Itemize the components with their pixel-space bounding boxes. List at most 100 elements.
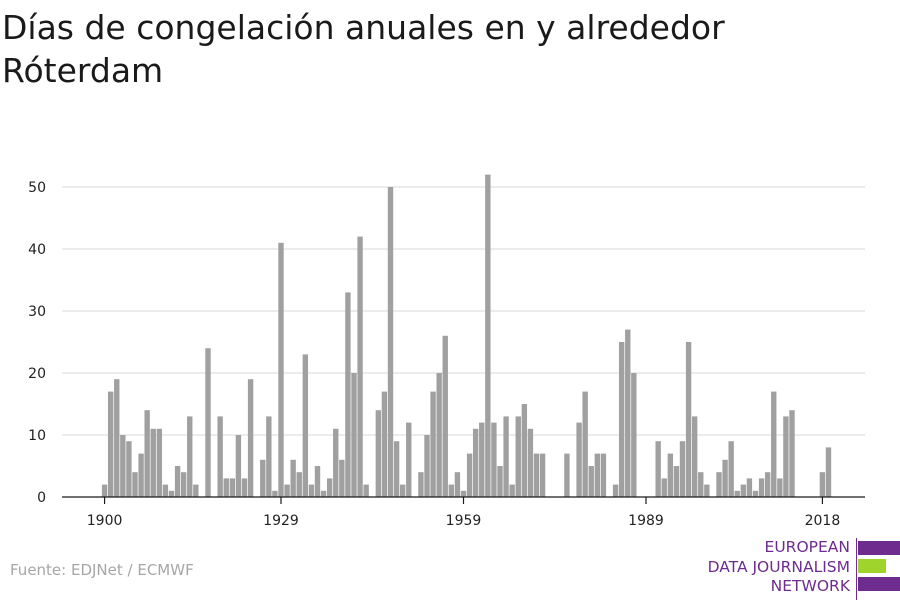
bar (740, 484, 747, 497)
chart-title: Días de congelación anuales en y alreded… (2, 8, 725, 90)
bar (789, 410, 795, 497)
bar (521, 404, 528, 497)
x-tick-label: 2018 (805, 513, 841, 529)
bar (399, 484, 406, 497)
bar (101, 484, 108, 497)
bar (314, 466, 321, 497)
bar (722, 459, 728, 497)
bar (296, 472, 302, 497)
bar (460, 490, 467, 497)
bar (777, 478, 783, 497)
bar (351, 373, 357, 497)
bar (150, 428, 156, 497)
bar (107, 391, 114, 497)
bar (594, 453, 601, 497)
y-tick-label: 0 (37, 490, 46, 506)
logo-text: EUROPEAN DATA JOURNALISM NETWORK (708, 538, 850, 597)
x-tick-label: 1929 (263, 513, 299, 529)
bar (491, 422, 497, 497)
bar (691, 416, 698, 497)
bar (588, 466, 594, 497)
bar (168, 490, 175, 497)
bar (284, 484, 290, 497)
bar (479, 422, 485, 497)
bar (472, 428, 479, 497)
bars (101, 174, 832, 497)
bar (193, 484, 199, 497)
bar (187, 416, 193, 497)
bar (600, 453, 607, 497)
bar (235, 435, 242, 497)
bar (454, 472, 461, 497)
logo-bar-top (858, 541, 900, 555)
bar (631, 373, 637, 497)
bar (783, 416, 789, 497)
bar (667, 453, 674, 497)
bar (278, 242, 284, 497)
bar (217, 416, 223, 497)
bar (138, 453, 144, 497)
bar (704, 484, 710, 497)
bar (716, 472, 722, 497)
bar (363, 484, 369, 497)
bar-chart: 1900 1929 1959 1989 2018 0 10 20 30 40 50 (28, 174, 865, 529)
bar (229, 478, 236, 497)
bar (290, 459, 296, 497)
logo-bar-bottom (858, 577, 900, 591)
bar (728, 441, 734, 497)
bar (673, 466, 680, 497)
bar (156, 428, 163, 497)
gridlines (62, 186, 865, 436)
bar (302, 354, 309, 497)
x-tick-label: 1989 (628, 513, 664, 529)
y-tick-label: 30 (28, 304, 46, 320)
y-tick-label: 20 (28, 366, 46, 382)
edjnet-logo[interactable]: EUROPEAN DATA JOURNALISM NETWORK (680, 538, 900, 600)
bar (764, 472, 771, 497)
bar (539, 453, 546, 497)
bar (771, 391, 777, 497)
y-tick-label: 50 (28, 180, 46, 196)
bar (326, 478, 333, 497)
bar (448, 484, 455, 497)
bar (174, 466, 181, 497)
bar (685, 342, 692, 497)
bar (247, 379, 254, 497)
bar (655, 441, 661, 497)
bar (625, 329, 631, 497)
bar (320, 490, 327, 497)
bar (424, 435, 430, 497)
bar (260, 459, 266, 497)
bar (144, 410, 150, 497)
source-note: Fuente: EDJNet / ECMWF (10, 561, 194, 579)
x-tick-label: 1959 (446, 513, 482, 529)
bar (576, 422, 582, 497)
bar (339, 459, 345, 497)
bar (381, 391, 388, 497)
bar (126, 441, 132, 497)
bar (612, 484, 619, 497)
bar (387, 187, 394, 497)
y-tick-label: 40 (28, 242, 46, 258)
bar (241, 478, 248, 497)
logo-bar-middle (858, 559, 886, 573)
bar (527, 428, 534, 497)
bar (515, 416, 521, 497)
bar (582, 391, 588, 497)
bar (205, 348, 211, 497)
x-tick-label: 1900 (87, 513, 123, 529)
bar (375, 410, 382, 497)
bar (564, 453, 570, 497)
bar (333, 428, 339, 497)
bar (497, 466, 503, 497)
bar (679, 441, 686, 497)
bar (162, 484, 169, 497)
y-tick-label: 10 (28, 428, 46, 444)
bar (345, 292, 351, 497)
bar (758, 478, 765, 497)
bar (734, 490, 740, 497)
logo-line-3: NETWORK (770, 577, 850, 595)
y-axis-ticks: 0 10 20 30 40 50 (28, 180, 46, 506)
bar (266, 416, 272, 497)
bar (436, 373, 442, 497)
